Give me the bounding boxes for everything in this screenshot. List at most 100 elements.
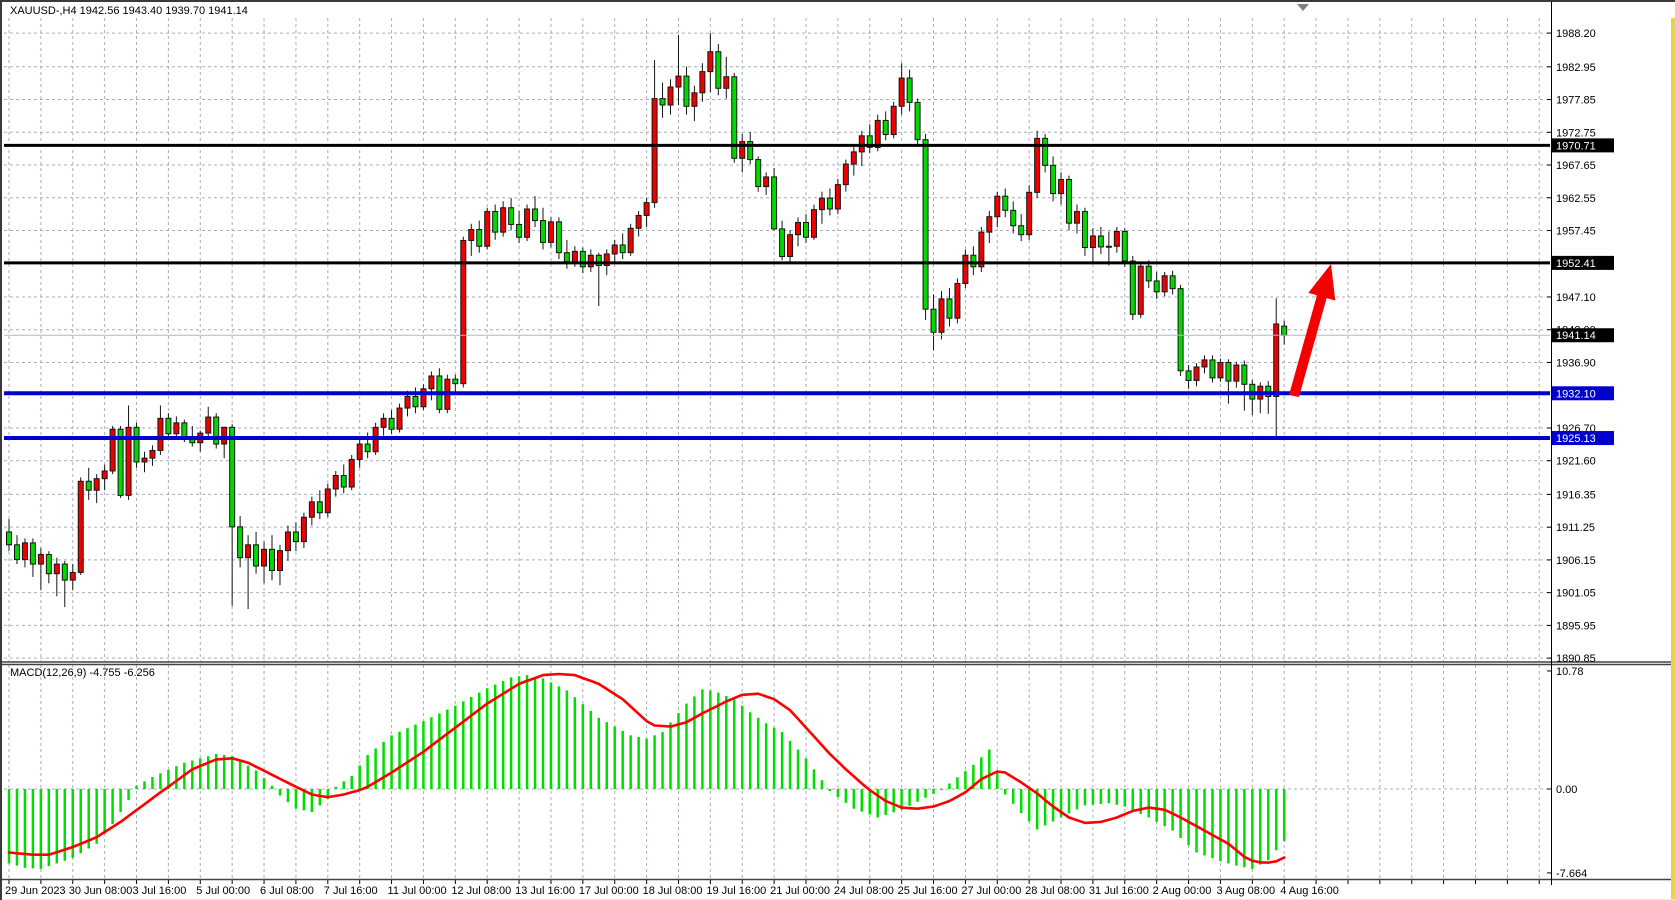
- macd-histogram-bar: [358, 765, 361, 789]
- macd-histogram-bar: [191, 760, 194, 789]
- candle-bear: [866, 135, 873, 148]
- macd-histogram-bar: [836, 789, 840, 797]
- macd-histogram-bar: [1131, 789, 1135, 811]
- macd-histogram-bar: [230, 756, 234, 789]
- macd-histogram-bar: [71, 789, 75, 858]
- time-label: 11 Jul 00:00: [388, 885, 447, 897]
- candle-bear: [906, 77, 913, 103]
- macd-histogram-bar: [980, 757, 983, 789]
- time-label: 17 Jul 00:00: [579, 885, 639, 897]
- price-line-badge: [1552, 255, 1614, 270]
- macd-histogram-bar: [477, 692, 481, 789]
- candle-bear: [779, 228, 786, 258]
- trend-arrow-annotation[interactable]: [1289, 264, 1336, 397]
- macd-histogram-bar: [876, 789, 879, 818]
- macd-histogram-bar: [111, 789, 114, 825]
- candle-bull: [898, 77, 905, 107]
- candle-bull: [69, 571, 76, 581]
- macd-histogram-bar: [972, 764, 975, 789]
- macd-histogram-bar: [1075, 789, 1079, 810]
- price-axis[interactable]: 1988.20 1982.95 1977.85 1972.75 1967.65 1962.…: [1547, 2, 1614, 885]
- macd-histogram-bar: [852, 789, 856, 809]
- macd-histogram-bar: [446, 709, 449, 789]
- macd-histogram-bar: [525, 675, 529, 789]
- macd-histogram-bar: [1067, 789, 1071, 814]
- candle-bull: [874, 119, 881, 148]
- candle-bear: [1153, 280, 1160, 293]
- macd-histogram-bar: [103, 789, 106, 834]
- price-tick-label: 1936.90: [1556, 357, 1596, 369]
- macd-histogram-bar: [222, 755, 226, 789]
- macd-histogram-bar: [207, 756, 210, 789]
- candle-bull: [468, 229, 475, 241]
- candle-bull: [1137, 265, 1144, 315]
- macd-histogram-bar: [1099, 789, 1103, 805]
- macd-histogram-bar: [63, 789, 67, 861]
- candle-bull: [547, 221, 554, 243]
- candle-bear: [492, 211, 499, 233]
- macd-histogram-bar: [932, 789, 935, 794]
- macd-histogram-bar: [1027, 789, 1031, 822]
- candle-bear: [6, 531, 12, 546]
- candle-bull: [221, 426, 228, 445]
- candle-bear: [803, 222, 809, 238]
- macd-histogram-bar: [844, 789, 848, 803]
- candle-bull: [428, 375, 435, 390]
- macd-histogram-bar: [1179, 789, 1182, 838]
- time-axis[interactable]: 29 Jun 2023 30 Jun 08:00 3 Jul 16:00 5 Jul …: [5, 885, 1339, 897]
- price-tick-label: 1895.95: [1556, 620, 1596, 632]
- candle-bull: [587, 254, 594, 268]
- candle-bull: [723, 76, 730, 89]
- macd-histogram-bar: [629, 735, 632, 789]
- time-label: 6 Jul 08:00: [260, 885, 314, 897]
- price-line-badge: [1552, 328, 1614, 343]
- macd-histogram-bar: [1219, 789, 1222, 862]
- macd-histogram-bar: [621, 730, 624, 789]
- macd-histogram-bar: [1259, 789, 1262, 865]
- candle-bear: [181, 422, 188, 439]
- candle-bull: [276, 550, 283, 572]
- macd-histogram-bar: [597, 717, 601, 789]
- candle-bull: [1161, 275, 1168, 293]
- macd-histogram-bar: [988, 749, 991, 789]
- candle-bear: [1225, 361, 1232, 382]
- macd-histogram-bar: [1011, 789, 1015, 804]
- time-label: 7 Jul 16:00: [324, 885, 378, 897]
- time-label: 18 Jul 08:00: [643, 885, 703, 897]
- candle-bear: [826, 197, 833, 210]
- candle-bull: [994, 195, 1001, 218]
- candle-bull: [37, 553, 44, 565]
- time-label: 3 Jul 16:00: [133, 885, 187, 897]
- macd-histogram-bar: [924, 789, 927, 798]
- macd-histogram-bar: [812, 769, 816, 789]
- macd-histogram-bar: [868, 789, 872, 815]
- candle-bull: [978, 231, 985, 268]
- candle-bull: [611, 244, 618, 255]
- macd-histogram-bar: [996, 772, 999, 789]
- candle-bull: [1233, 364, 1240, 382]
- macd-histogram-bar: [1155, 789, 1158, 822]
- price-tick-label: 1921.60: [1556, 456, 1596, 468]
- macd-histogram-bar: [454, 705, 457, 789]
- macd-histogram-bar: [278, 789, 282, 796]
- macd-histogram-bar: [350, 775, 353, 789]
- macd-histogram-bar: [23, 789, 27, 868]
- candle-bear: [1177, 288, 1184, 372]
- macd-histogram-bar: [956, 777, 959, 789]
- macd-histogram-bar: [772, 727, 776, 789]
- price-tick-label: 1906.15: [1556, 555, 1596, 567]
- macd-histogram-bar: [1139, 789, 1142, 814]
- chart-shift-marker-icon: [1297, 4, 1309, 11]
- candle-bull: [1113, 230, 1120, 247]
- macd-histogram-bar: [509, 677, 513, 789]
- macd-histogram-bar: [1267, 789, 1270, 861]
- candle-bull: [707, 51, 714, 73]
- macd-histogram-bar: [1019, 789, 1023, 814]
- candle-bull: [699, 71, 706, 94]
- candle-bear: [747, 141, 754, 161]
- candle-bull: [627, 227, 634, 254]
- candle-bull: [842, 163, 849, 186]
- candle-bear: [539, 220, 546, 243]
- price-line-badge: [1552, 386, 1614, 401]
